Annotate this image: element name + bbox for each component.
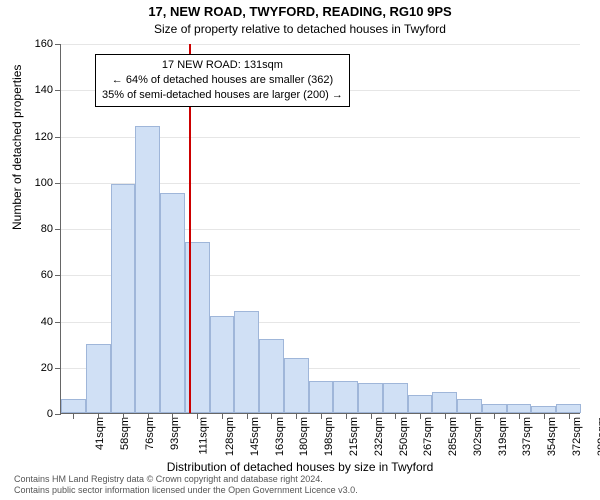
x-axis-title: Distribution of detached houses by size … <box>0 460 600 474</box>
x-tick <box>395 413 396 419</box>
x-tick-label: 180sqm <box>299 417 311 456</box>
histogram-bar <box>383 383 408 413</box>
annotation-line: 17 NEW ROAD: 131sqm <box>102 58 343 73</box>
x-tick <box>420 413 421 419</box>
x-tick-label: 93sqm <box>169 417 181 450</box>
x-tick-label: 389sqm <box>596 417 600 456</box>
histogram-bar <box>408 395 433 414</box>
x-tick <box>494 413 495 419</box>
plot-area: 02040608010012014016041sqm58sqm76sqm93sq… <box>60 44 580 414</box>
x-tick <box>247 413 248 419</box>
footer: Contains HM Land Registry data © Crown c… <box>14 474 358 496</box>
histogram-bar <box>358 383 383 413</box>
x-tick <box>519 413 520 419</box>
histogram-bar <box>333 381 358 413</box>
x-tick-label: 163sqm <box>274 417 286 456</box>
histogram-bar <box>111 184 136 413</box>
histogram-bar <box>482 404 507 413</box>
x-tick <box>197 413 198 419</box>
x-tick-label: 302sqm <box>472 417 484 456</box>
x-tick-label: 145sqm <box>249 417 261 456</box>
x-tick <box>371 413 372 419</box>
footer-line2: Contains public sector information licen… <box>14 485 358 496</box>
x-tick <box>445 413 446 419</box>
x-tick <box>73 413 74 419</box>
histogram-bar <box>234 311 259 413</box>
y-tick <box>55 90 61 91</box>
x-tick-label: 215sqm <box>348 417 360 456</box>
y-tick <box>55 368 61 369</box>
x-tick <box>321 413 322 419</box>
histogram-bar <box>61 399 86 413</box>
x-tick-label: 198sqm <box>323 417 335 456</box>
y-tick-label: 80 <box>41 223 53 235</box>
annotation-line: 35% of semi-detached houses are larger (… <box>102 88 343 103</box>
footer-line1: Contains HM Land Registry data © Crown c… <box>14 474 358 485</box>
histogram-bar <box>556 404 581 413</box>
x-tick-label: 41sqm <box>94 417 106 450</box>
histogram-bar <box>160 193 185 413</box>
x-tick <box>271 413 272 419</box>
histogram-bar <box>86 344 111 413</box>
y-tick-label: 60 <box>41 269 53 281</box>
x-tick-label: 354sqm <box>546 417 558 456</box>
x-tick <box>569 413 570 419</box>
chart-title-line1: 17, NEW ROAD, TWYFORD, READING, RG10 9PS <box>0 4 600 19</box>
histogram-bar <box>259 339 284 413</box>
y-tick-label: 0 <box>47 408 53 420</box>
y-tick-label: 20 <box>41 362 53 374</box>
x-tick-label: 128sqm <box>224 417 236 456</box>
chart-title-line2: Size of property relative to detached ho… <box>0 22 600 36</box>
gridline <box>61 44 580 45</box>
y-tick-label: 160 <box>35 38 53 50</box>
x-tick <box>470 413 471 419</box>
y-tick-label: 40 <box>41 316 53 328</box>
x-tick-label: 372sqm <box>571 417 583 456</box>
histogram-bar <box>432 392 457 413</box>
y-tick <box>55 414 61 415</box>
annotation-line: ← 64% of detached houses are smaller (36… <box>102 73 343 88</box>
x-tick-label: 250sqm <box>398 417 410 456</box>
y-tick <box>55 229 61 230</box>
x-tick <box>172 413 173 419</box>
histogram-bar <box>284 358 309 414</box>
x-tick-label: 76sqm <box>144 417 156 450</box>
x-tick-label: 111sqm <box>198 417 210 455</box>
annotation-box: 17 NEW ROAD: 131sqm← 64% of detached hou… <box>95 54 350 107</box>
x-tick-label: 319sqm <box>497 417 509 456</box>
x-tick <box>148 413 149 419</box>
y-tick <box>55 322 61 323</box>
x-tick-label: 58sqm <box>119 417 131 450</box>
x-tick-label: 232sqm <box>373 417 385 456</box>
histogram-bar <box>309 381 334 413</box>
x-tick <box>544 413 545 419</box>
x-tick <box>296 413 297 419</box>
x-tick <box>98 413 99 419</box>
x-tick-label: 285sqm <box>447 417 459 456</box>
y-tick-label: 120 <box>35 131 53 143</box>
x-tick <box>346 413 347 419</box>
histogram-bar <box>507 404 532 413</box>
y-tick-label: 100 <box>35 177 53 189</box>
y-tick <box>55 137 61 138</box>
x-tick <box>222 413 223 419</box>
y-tick <box>55 44 61 45</box>
histogram-bar <box>210 316 235 413</box>
y-tick <box>55 183 61 184</box>
histogram-bar <box>135 126 160 413</box>
x-tick-label: 267sqm <box>422 417 434 456</box>
chart-container: 17, NEW ROAD, TWYFORD, READING, RG10 9PS… <box>0 0 600 500</box>
y-axis-title: Number of detached properties <box>10 65 24 230</box>
histogram-bar <box>457 399 482 413</box>
x-tick <box>123 413 124 419</box>
y-tick <box>55 275 61 276</box>
histogram-bar <box>531 406 556 413</box>
y-tick-label: 140 <box>35 84 53 96</box>
x-tick-label: 337sqm <box>521 417 533 456</box>
